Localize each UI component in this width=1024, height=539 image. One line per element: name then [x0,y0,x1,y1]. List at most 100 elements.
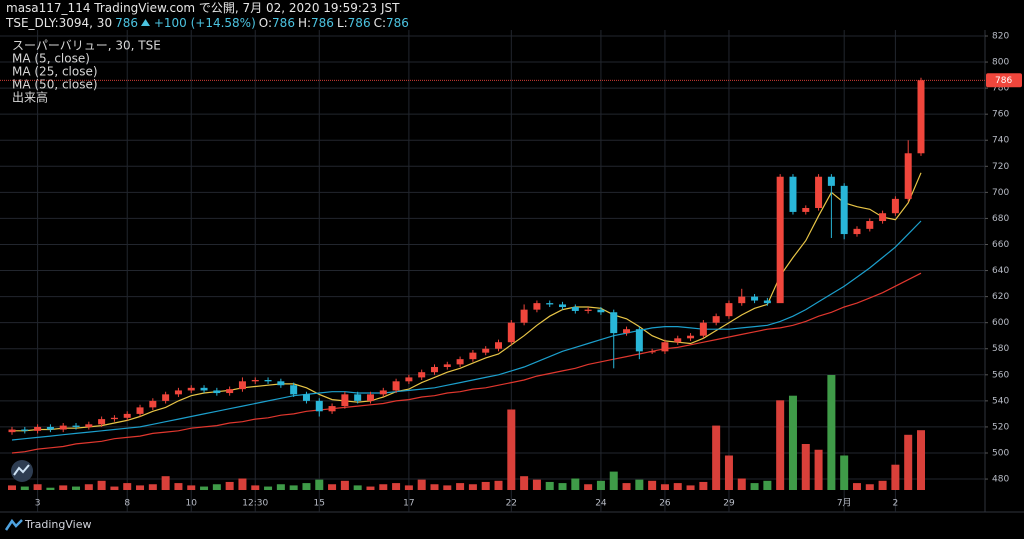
volume-bar [686,485,695,490]
candle-body [699,322,707,336]
y-tick-label: 600 [992,318,1009,328]
candle-body [315,400,323,412]
volume-bar [737,478,746,490]
candle-body [674,338,682,343]
volume-bar [430,484,439,490]
volume-bar [750,483,759,490]
candle-body [123,413,131,418]
volume-bar [840,455,849,490]
volume-bar [660,484,669,490]
volume-bar [814,449,823,490]
candle-body [879,213,887,222]
x-tick-label: 22 [506,499,517,509]
volume-bar [379,484,388,490]
ohlc-label: L: [336,16,348,30]
ma-line [11,220,922,441]
y-tick-label: 760 [992,110,1009,120]
candle-body [635,329,643,352]
candle-body [379,390,387,395]
volume-bar [174,483,183,490]
volume-bar [801,444,810,490]
candle-body [738,296,746,304]
quote-line: TSE_DLY:3094, 30 786 +100 (+14.58%) O:786 H… [6,16,412,31]
candle-body [763,300,771,304]
volume-bar [481,481,490,490]
volume-bar [494,480,503,490]
volume-bar [289,485,298,490]
candle-body [802,208,810,212]
brand-text: TradingView [24,518,91,531]
y-tick-label: 680 [992,214,1009,224]
candle-body [712,316,720,323]
candle-body [162,394,170,401]
brand-logo: TradingView [4,518,91,531]
candle-body [840,185,848,235]
change: +100 (+14.58%) [153,16,256,30]
candle-body [72,425,80,427]
volume-bar [110,486,119,490]
volume-bar [724,455,733,490]
candle-body [559,304,567,308]
candle-body [251,380,259,382]
candle-body [46,426,54,430]
candle-body [277,381,285,386]
y-tick-label: 720 [992,162,1009,172]
candle-body [85,424,93,427]
volume-bar [917,430,925,490]
volume-bar [571,478,580,490]
candle-body [430,366,438,373]
ohlc-label: H: [297,16,312,30]
last-price-tag [986,73,1022,88]
candle-body [469,352,477,360]
y-tick-label: 740 [992,136,1009,146]
candle-body [904,153,912,199]
volume-bar [532,479,541,490]
volume-bar [904,434,913,490]
candle-body [149,400,157,408]
candle-body [290,385,298,395]
y-tick-label: 660 [992,240,1009,250]
candle-body [815,176,823,209]
candle-body [136,407,144,414]
y-tick-label: 620 [992,292,1009,302]
candle-body [507,322,515,343]
candle-body [302,394,310,401]
volume-bar [417,479,426,490]
x-tick-label: 12:30 [242,499,268,509]
x-tick-label: 15 [314,499,325,509]
legend-title: スーパーバリュー, 30, TSE [12,39,161,53]
volume-bar [161,476,170,490]
ma-layer [11,172,922,454]
up-arrow [140,19,150,26]
candle-body [354,394,362,401]
candle-body [917,80,925,154]
candle-body [341,394,349,407]
candle-layer [8,77,925,435]
y-tick-label: 640 [992,266,1009,276]
candle-body [392,381,400,391]
volume-bar [558,483,567,490]
candle-body [827,176,835,186]
candle-body [200,387,208,391]
volume-bar [776,400,785,490]
volume-bar [340,480,349,490]
publisher: masa117_114 TradingView.com で公開, 7月 02, … [6,1,400,15]
ohlc-label: O: [258,16,273,30]
y-tick-label: 480 [992,475,1009,485]
volume-bar [148,484,157,490]
y-tick-label: 700 [992,188,1009,198]
candle-body [238,381,246,390]
y-tick-label: 580 [992,344,1009,354]
candle-body [59,425,67,430]
ma-line [12,172,922,432]
candle-body [533,303,541,310]
volume-bar [84,484,93,490]
candle-body [264,380,272,382]
last-price-label: 786 [995,76,1012,86]
candle-body [866,221,874,229]
y-tick-label: 540 [992,396,1009,406]
volume-bar [456,483,465,490]
candle-body [546,303,554,305]
logo-badge [11,460,33,482]
volume-bar [520,476,529,490]
